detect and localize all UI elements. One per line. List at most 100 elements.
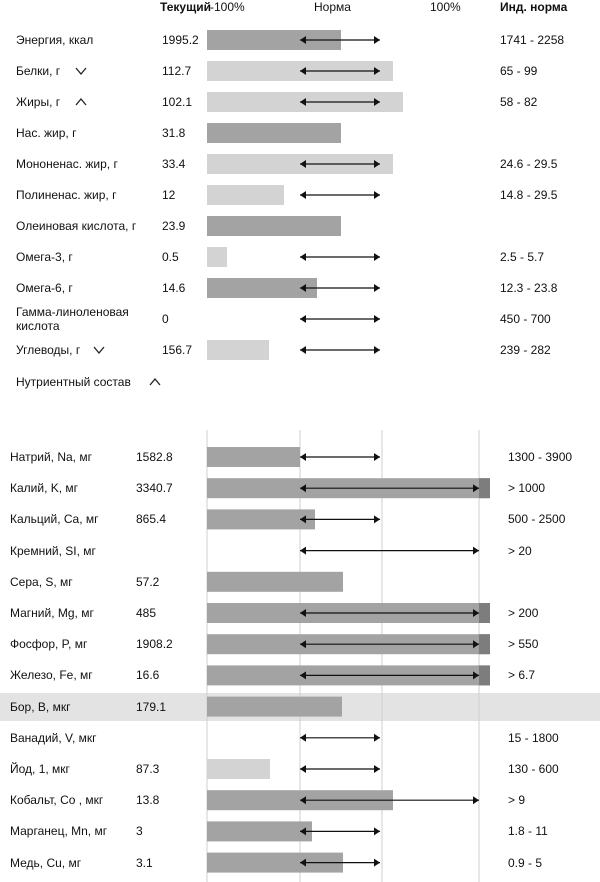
individual-norm: 1300 - 3900 [508,450,573,464]
individual-norm: 130 - 600 [508,762,559,776]
nutrient-name: Кремний, SI, мг [10,543,96,558]
current-value: 14.6 [162,281,186,295]
norm-max-marker [473,609,479,617]
norm-max-marker [374,284,380,292]
norm-max-marker [374,858,380,867]
norm-min-marker [300,546,306,555]
individual-norm: > 550 [508,637,539,652]
current-value: 865.4 [136,512,167,527]
current-value: 87.3 [136,762,160,776]
individual-norm: 239 - 282 [500,343,551,357]
norm-min-marker [300,98,306,106]
nutrient-name: Мононенас. жир, г [16,157,118,171]
individual-norm: 65 - 99 [500,64,538,78]
header-norm: Норма [314,0,351,14]
current-value: 1582.8 [136,450,173,464]
bar [207,30,341,50]
chevron-up[interactable] [75,97,87,106]
current-value: 1908.2 [136,637,173,652]
current-value: 16.6 [136,668,160,683]
norm-min-marker [300,765,306,773]
header-current: Текущий [160,0,211,14]
norm-min-marker [300,346,306,354]
norm-max-marker [473,796,479,805]
individual-norm: 24.6 - 29.5 [500,157,558,171]
current-value: 23.9 [162,219,186,233]
individual-norm: 2.5 - 5.7 [500,250,545,264]
current-value: 12 [162,188,176,202]
current-value: 3 [136,824,143,839]
norm-max-marker [374,515,380,524]
bar [207,340,269,360]
bar [207,216,341,236]
norm-max-marker [473,484,479,493]
individual-norm: 0.9 - 5 [508,855,543,870]
norm-min-marker [300,827,306,836]
norm-min-marker [300,796,306,805]
header-minus: -100% [210,0,245,14]
bar [207,696,342,717]
nutrient-name: Бор, B, мкг [10,699,71,714]
nutrient-name: Углеводы, г [16,343,81,357]
current-value: 156.7 [162,343,193,357]
nutrient-name: Медь, Cu, мг [10,855,82,870]
bar [207,571,343,592]
individual-norm: 450 - 700 [500,312,551,326]
nutrient-name: Кальций, Ca, мг [10,512,99,527]
current-value: 0 [162,312,169,326]
current-value: 102.1 [162,95,193,109]
header-plus: 100% [430,0,461,14]
individual-norm: 58 - 82 [500,95,538,109]
nutrient-name: Йод, 1, мкг [10,762,70,776]
section-toggle[interactable]: Нутриентный состав [16,375,131,389]
bar [207,185,284,205]
norm-max-marker [473,671,479,680]
bar-overflow [479,603,490,623]
individual-norm: 12.3 - 23.8 [500,281,558,295]
nutrient-name: Омега-3, г [16,250,73,264]
individual-norm: > 20 [508,543,532,558]
norm-min-marker [300,858,306,867]
chevron-down[interactable] [93,346,105,355]
norm-min-marker [300,191,306,199]
bar [207,447,300,467]
individual-norm: 1.8 - 11 [508,824,548,839]
nutrient-name: Натрий, Na, мг [10,450,92,464]
norm-min-marker [300,160,306,168]
norm-max-marker [374,346,380,354]
nutrient-name: Полиненас. жир, г [16,188,117,202]
bar [207,821,312,842]
norm-min-marker [300,515,306,524]
current-value: 485 [136,606,157,620]
nutrient-name: Сера, S, мг [10,574,73,589]
bar-overflow [479,634,490,655]
bar-overflow [479,478,490,499]
bar [207,852,343,873]
norm-min-marker [300,453,306,461]
individual-norm: 14.8 - 29.5 [500,188,558,202]
header-ind-norm: Инд. норма [500,0,568,14]
norm-max-marker [374,98,380,106]
individual-norm: 500 - 2500 [508,512,566,527]
norm-min-marker [300,733,306,742]
norm-max-marker [374,36,380,44]
norm-min-marker [300,484,306,493]
norm-min-marker [300,609,306,617]
norm-max-marker [374,453,380,461]
nutrient-name: Калий, K, мг [10,481,79,496]
bar [207,509,315,530]
current-value: 179.1 [136,699,167,714]
current-value: 57.2 [136,574,160,589]
chevron-down[interactable] [75,67,87,76]
nutrient-name: Нас. жир, г [16,126,77,140]
norm-max-marker [374,315,380,323]
norm-min-marker [300,36,306,44]
individual-norm: > 1000 [508,481,546,496]
chevron-up[interactable] [149,377,161,386]
nutrient-name: Фосфор, P, мг [10,637,88,652]
nutrient-name: Олеиновая кислота, г [16,219,137,233]
norm-max-marker [374,765,380,773]
nutrient-name: Белки, г [16,64,61,78]
